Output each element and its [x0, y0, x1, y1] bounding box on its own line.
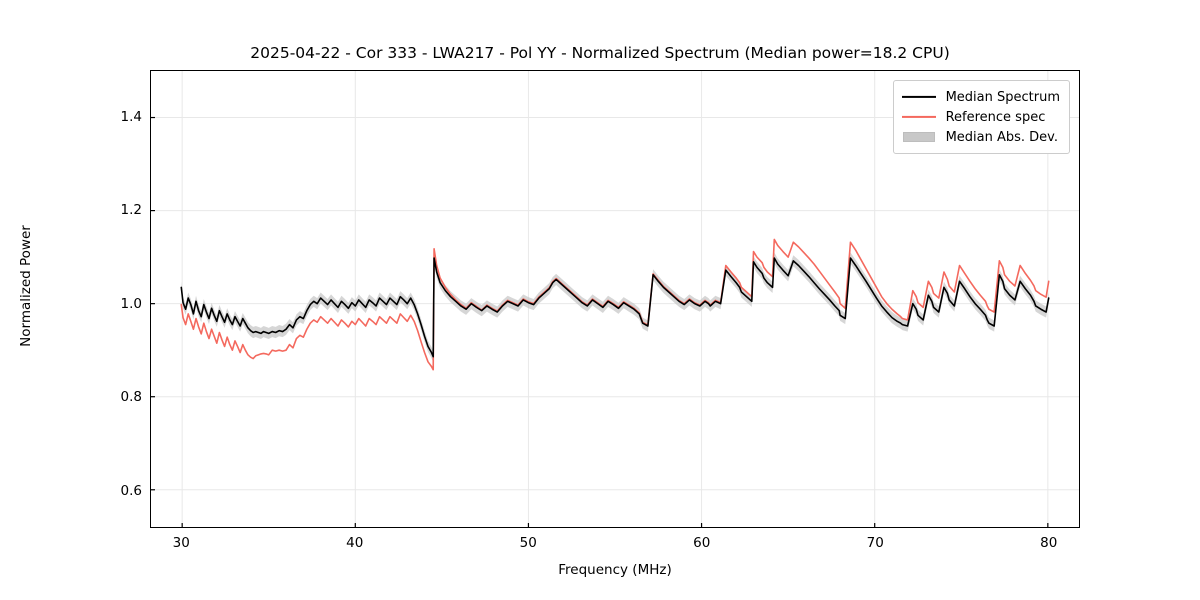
y-tick-label: 0.8 — [120, 389, 142, 406]
series-lines — [180, 238, 1050, 371]
legend-line-swatch — [901, 90, 936, 104]
x-tick-label: 40 — [346, 535, 364, 551]
x-axis-label: Frequency (MHz) — [558, 562, 672, 578]
y-axis-label: Normalized Power — [18, 225, 34, 347]
legend-label: Median Abs. Dev. — [945, 129, 1059, 145]
y-tick-label: 1.2 — [120, 202, 142, 219]
plot-svg — [151, 71, 1079, 527]
x-tick-label: 50 — [519, 535, 537, 551]
y-tick-label: 1.4 — [120, 108, 142, 125]
legend-line — [901, 95, 936, 99]
mad-band-polygon — [181, 252, 1049, 363]
chart-title: 2025-04-22 - Cor 333 - LWA217 - Pol YY -… — [250, 44, 950, 62]
plot-area: Median Spectrum Reference spec Median Abs.… — [150, 70, 1080, 528]
series-line — [180, 257, 1050, 358]
x-tick-label: 70 — [866, 535, 884, 551]
legend-patch-swatch — [902, 130, 936, 144]
legend[interactable]: Median Spectrum Reference spec Median Abs.… — [892, 80, 1070, 154]
legend-label: Reference spec — [945, 109, 1046, 125]
legend-item[interactable]: Reference spec — [901, 107, 1060, 127]
x-tick-label: 30 — [172, 535, 190, 551]
legend-line — [901, 115, 936, 119]
y-tick-label: 0.6 — [120, 482, 142, 499]
legend-item[interactable]: Median Abs. Dev. — [902, 127, 1060, 147]
legend-line-swatch — [901, 110, 936, 124]
legend-item[interactable]: Median Spectrum — [901, 87, 1060, 107]
x-tick-label: 60 — [693, 535, 711, 551]
legend-label: Median Spectrum — [945, 89, 1060, 105]
mad-band — [181, 252, 1049, 363]
legend-patch — [902, 132, 935, 142]
x-tick-label: 80 — [1040, 535, 1058, 551]
y-tick-label: 1.0 — [120, 295, 142, 312]
